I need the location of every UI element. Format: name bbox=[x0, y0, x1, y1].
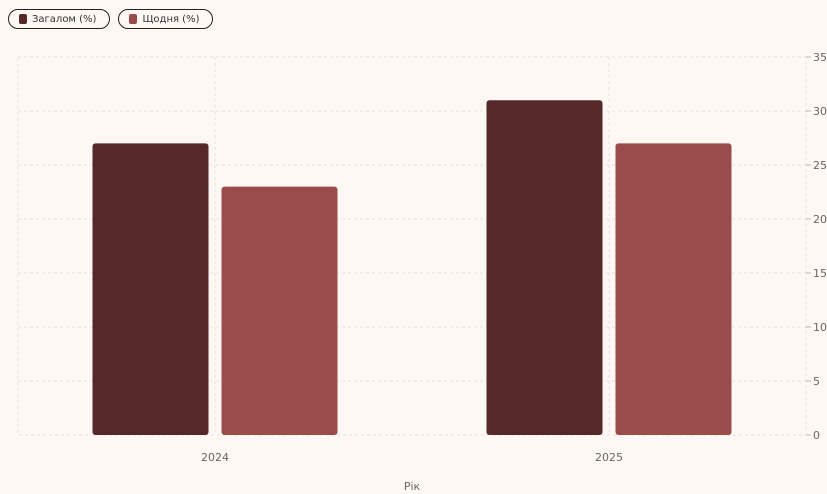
y-tick-label: 5 bbox=[813, 375, 820, 388]
bar-2025-series-1[interactable] bbox=[615, 143, 732, 435]
x-tick-labels: 2024 2025 bbox=[201, 451, 623, 464]
bar-2025-series-0[interactable] bbox=[486, 100, 603, 435]
legend-swatch-zahalom bbox=[19, 14, 27, 24]
y-tick-label: 35 bbox=[813, 51, 827, 64]
x-tick-label: 2024 bbox=[201, 451, 229, 464]
y-tick-label: 30 bbox=[813, 105, 827, 118]
y-tick-label: 10 bbox=[813, 321, 827, 334]
bars bbox=[92, 100, 732, 435]
legend-swatch-shchodnia bbox=[129, 14, 138, 24]
legend-label-shchodnia: Щодня (%) bbox=[142, 13, 200, 25]
y-tick-labels: 0 5 10 15 20 25 30 35 bbox=[813, 51, 827, 442]
y-tick-label: 20 bbox=[813, 213, 827, 226]
plot-frame bbox=[17, 56, 807, 436]
x-axis-title: Рік bbox=[404, 480, 421, 493]
legend-item-shchodnia[interactable]: Щодня (%) bbox=[118, 9, 214, 29]
legend-item-zahalom[interactable]: Загалом (%) bbox=[8, 9, 111, 29]
y-tick-label: 25 bbox=[813, 159, 827, 172]
x-tick-label: 2025 bbox=[595, 451, 623, 464]
y-tick-label: 0 bbox=[813, 429, 820, 442]
legend: Загалом (%) Щодня (%) bbox=[8, 9, 214, 29]
bar-2024-series-1[interactable] bbox=[221, 186, 338, 435]
legend-label-zahalom: Загалом (%) bbox=[32, 13, 97, 25]
bar-2024-series-0[interactable] bbox=[92, 143, 209, 435]
y-tick-label: 15 bbox=[813, 267, 827, 280]
